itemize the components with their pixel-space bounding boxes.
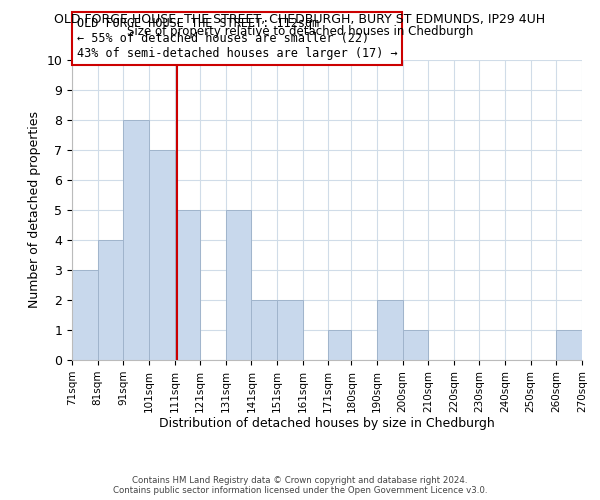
Text: OLD FORGE HOUSE, THE STREET, CHEDBURGH, BURY ST EDMUNDS, IP29 4UH: OLD FORGE HOUSE, THE STREET, CHEDBURGH, … [55, 12, 545, 26]
Bar [226, 210, 251, 360]
Bar [403, 330, 428, 360]
Bar [556, 330, 582, 360]
Bar [377, 300, 403, 360]
Bar [277, 300, 302, 360]
Bar [123, 120, 149, 360]
Bar [98, 240, 123, 360]
Text: OLD FORGE HOUSE THE STREET: 112sqm
← 55% of detached houses are smaller (22)
43%: OLD FORGE HOUSE THE STREET: 112sqm ← 55%… [77, 17, 398, 60]
X-axis label: Distribution of detached houses by size in Chedburgh: Distribution of detached houses by size … [159, 418, 495, 430]
Text: Size of property relative to detached houses in Chedburgh: Size of property relative to detached ho… [127, 25, 473, 38]
Bar [175, 210, 200, 360]
Text: Contains HM Land Registry data © Crown copyright and database right 2024.
Contai: Contains HM Land Registry data © Crown c… [113, 476, 487, 495]
Bar [149, 150, 175, 360]
Bar [251, 300, 277, 360]
Bar [328, 330, 352, 360]
Y-axis label: Number of detached properties: Number of detached properties [28, 112, 41, 308]
Bar [72, 270, 98, 360]
